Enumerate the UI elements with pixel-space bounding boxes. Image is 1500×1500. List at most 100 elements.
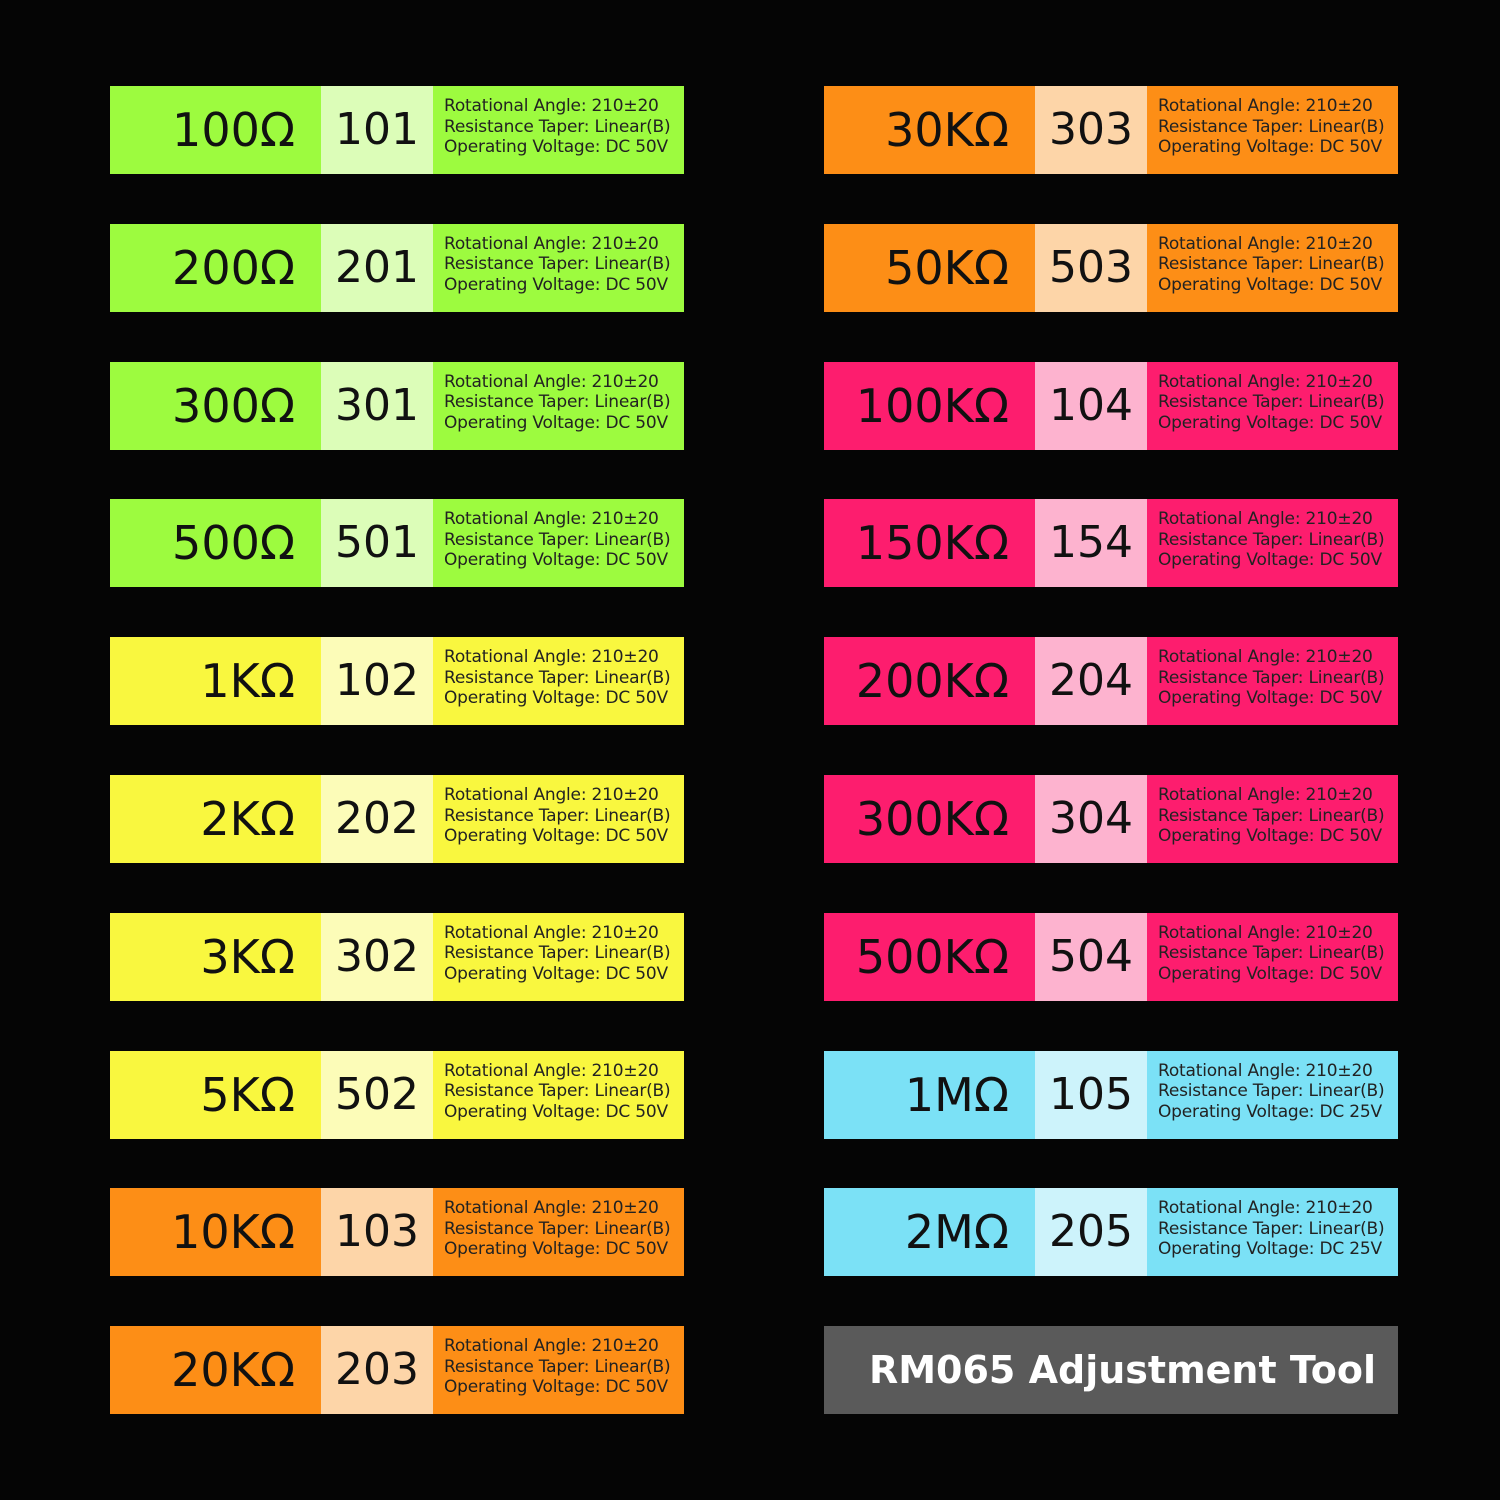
rotational-angle-text: Rotational Angle: 210±20 [1158,509,1373,530]
operating-voltage-text: Operating Voltage: DC 50V [444,137,668,157]
spec-block: Rotational Angle: 210±20 Resistance Taper… [433,775,684,863]
resistor-label: 100KΩ 104 Rotational Angle: 210±20 Resistan… [824,361,1398,450]
resistance-code: 201 [321,223,433,312]
resistance-taper-text: Resistance Taper: Linear(B) [444,805,671,826]
rotational-angle-text: Rotational Angle: 210±20 [1158,1060,1373,1081]
resistance-taper-text: Resistance Taper: Linear(B) [444,116,671,137]
resistance-value: 5KΩ [110,1050,321,1139]
rotational-angle-text: Rotational Angle: 210±20 [444,509,659,530]
spec-block: Rotational Angle: 210±20 Resistance Taper… [1147,499,1398,588]
resistance-taper-text: Resistance Taper: Linear(B) [444,529,671,550]
rotational-angle-text: Rotational Angle: 210±20 [444,1336,659,1357]
operating-voltage-text: Operating Voltage: DC 50V [444,412,668,433]
resistance-taper-text: Resistance Taper: Linear(B) [444,254,671,275]
operating-voltage-text: Operating Voltage: DC 50V [1158,826,1382,846]
resistance-code: 205 [1035,1188,1147,1277]
resistance-taper-text: Resistance Taper: Linear(B) [444,667,671,688]
resistance-code: 304 [1035,775,1147,863]
resistance-value: 200Ω [110,223,321,312]
resistance-taper-text: Resistance Taper: Linear(B) [1158,116,1385,137]
resistance-taper-text: Resistance Taper: Linear(B) [444,1356,671,1377]
resistance-value: 200KΩ [824,637,1035,726]
spec-block: Rotational Angle: 210±20 Resistance Taper… [1147,86,1398,174]
spec-block: Rotational Angle: 210±20 Resistance Taper… [433,1188,684,1277]
resistance-code: 105 [1035,1050,1147,1139]
spec-block: Rotational Angle: 210±20 Resistance Taper… [433,223,684,312]
resistance-value: 3KΩ [110,912,321,1001]
resistor-label: 300Ω 301 Rotational Angle: 210±20 Resistanc… [110,361,684,450]
resistance-value: 150KΩ [824,499,1035,588]
resistance-taper-text: Resistance Taper: Linear(B) [444,392,671,413]
resistance-value: 20KΩ [110,1326,321,1415]
resistance-code: 102 [321,637,433,726]
spec-block: Rotational Angle: 210±20 Resistance Taper… [433,1326,684,1415]
resistance-code: 503 [1035,223,1147,312]
resistance-code: 203 [321,1326,433,1415]
resistance-taper-text: Resistance Taper: Linear(B) [1158,667,1385,688]
resistor-label: 500KΩ 504 Rotational Angle: 210±20 Resistan… [824,912,1398,1001]
rotational-angle-text: Rotational Angle: 210±20 [444,1060,659,1081]
resistance-taper-text: Resistance Taper: Linear(B) [444,1081,671,1102]
rotational-angle-text: Rotational Angle: 210±20 [444,233,659,254]
spec-block: Rotational Angle: 210±20 Resistance Taper… [433,361,684,450]
operating-voltage-text: Operating Voltage: DC 50V [1158,274,1382,295]
spec-block: Rotational Angle: 210±20 Resistance Taper… [1147,912,1398,1001]
resistor-label: 100Ω 101 Rotational Angle: 210±20 Resistanc… [110,86,684,174]
resistance-value: 1MΩ [824,1050,1035,1139]
operating-voltage-text: Operating Voltage: DC 50V [444,688,668,709]
resistance-value: 300Ω [110,361,321,450]
spec-block: Rotational Angle: 210±20 Resistance Taper… [1147,1050,1398,1139]
rotational-angle-text: Rotational Angle: 210±20 [444,785,659,805]
operating-voltage-text: Operating Voltage: DC 50V [1158,412,1382,433]
resistance-code: 303 [1035,86,1147,174]
resistance-value: 100Ω [110,86,321,174]
resistor-label: 10KΩ 103 Rotational Angle: 210±20 Resistanc… [110,1188,684,1277]
adjustment-tool-label: RM065 Adjustment Tool [824,1326,1398,1414]
resistance-taper-text: Resistance Taper: Linear(B) [1158,254,1385,275]
rotational-angle-text: Rotational Angle: 210±20 [1158,371,1373,392]
resistance-code: 204 [1035,637,1147,726]
resistance-taper-text: Resistance Taper: Linear(B) [444,943,671,964]
resistor-label: 150KΩ 154 Rotational Angle: 210±20 Resistan… [824,499,1398,588]
resistor-label: 3KΩ 302 Rotational Angle: 210±20 Resistance… [110,912,684,1001]
operating-voltage-text: Operating Voltage: DC 50V [444,1239,668,1260]
rotational-angle-text: Rotational Angle: 210±20 [444,371,659,392]
resistance-value: 100KΩ [824,361,1035,450]
spec-block: Rotational Angle: 210±20 Resistance Taper… [433,912,684,1001]
resistor-label: 30KΩ 303 Rotational Angle: 210±20 Resistanc… [824,86,1398,174]
resistance-taper-text: Resistance Taper: Linear(B) [1158,1081,1385,1102]
resistance-code: 501 [321,499,433,588]
operating-voltage-text: Operating Voltage: DC 50V [1158,963,1382,984]
resistor-label: 500Ω 501 Rotational Angle: 210±20 Resistanc… [110,499,684,588]
operating-voltage-text: Operating Voltage: DC 50V [444,1377,668,1398]
spec-block: Rotational Angle: 210±20 Resistance Taper… [1147,1188,1398,1277]
rotational-angle-text: Rotational Angle: 210±20 [1158,785,1373,805]
resistor-label: 200Ω 201 Rotational Angle: 210±20 Resistanc… [110,223,684,312]
operating-voltage-text: Operating Voltage: DC 50V [444,963,668,984]
resistance-code: 202 [321,775,433,863]
resistance-value: 1KΩ [110,637,321,726]
spec-block: Rotational Angle: 210±20 Resistance Taper… [1147,775,1398,863]
resistor-label: 200KΩ 204 Rotational Angle: 210±20 Resistan… [824,637,1398,726]
resistance-code: 103 [321,1188,433,1277]
operating-voltage-text: Operating Voltage: DC 50V [444,274,668,295]
resistance-code: 502 [321,1050,433,1139]
resistance-value: 30KΩ [824,86,1035,174]
spec-block: Rotational Angle: 210±20 Resistance Taper… [1147,637,1398,726]
spec-block: Rotational Angle: 210±20 Resistance Taper… [433,637,684,726]
resistance-code: 301 [321,361,433,450]
operating-voltage-text: Operating Voltage: DC 50V [444,1101,668,1122]
rotational-angle-text: Rotational Angle: 210±20 [1158,1198,1373,1219]
resistor-label: 1MΩ 105 Rotational Angle: 210±20 Resistance… [824,1050,1398,1139]
resistor-label: 5KΩ 502 Rotational Angle: 210±20 Resistance… [110,1050,684,1139]
rotational-angle-text: Rotational Angle: 210±20 [1158,922,1373,943]
rotational-angle-text: Rotational Angle: 210±20 [444,1198,659,1219]
resistance-code: 101 [321,86,433,174]
spec-block: Rotational Angle: 210±20 Resistance Taper… [1147,223,1398,312]
rotational-angle-text: Rotational Angle: 210±20 [444,647,659,668]
spec-block: Rotational Angle: 210±20 Resistance Taper… [1147,361,1398,450]
operating-voltage-text: Operating Voltage: DC 50V [1158,550,1382,571]
operating-voltage-text: Operating Voltage: DC 50V [1158,137,1382,157]
resistor-label: 1KΩ 102 Rotational Angle: 210±20 Resistance… [110,637,684,726]
resistance-taper-text: Resistance Taper: Linear(B) [1158,805,1385,826]
